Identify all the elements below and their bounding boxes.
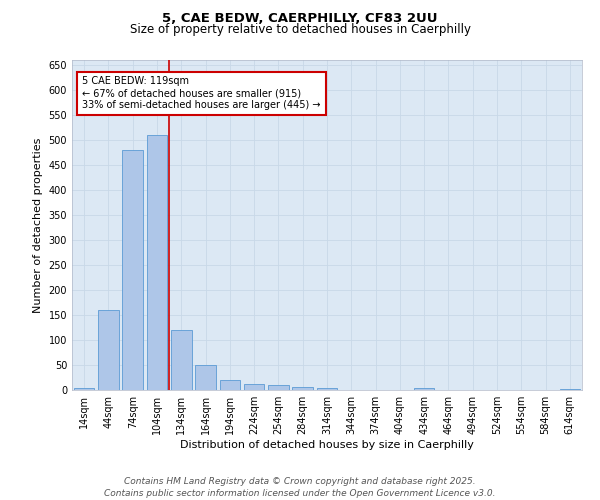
Bar: [560, 388, 580, 390]
X-axis label: Distribution of detached houses by size in Caerphilly: Distribution of detached houses by size …: [180, 440, 474, 450]
Text: 5, CAE BEDW, CAERPHILLY, CF83 2UU: 5, CAE BEDW, CAERPHILLY, CF83 2UU: [162, 12, 438, 26]
Text: 5 CAE BEDW: 119sqm
← 67% of detached houses are smaller (915)
33% of semi-detach: 5 CAE BEDW: 119sqm ← 67% of detached hou…: [82, 76, 320, 110]
Bar: [317, 388, 337, 390]
Bar: [146, 135, 167, 390]
Bar: [195, 365, 216, 390]
Bar: [268, 385, 289, 390]
Bar: [292, 386, 313, 390]
Text: Size of property relative to detached houses in Caerphilly: Size of property relative to detached ho…: [130, 22, 470, 36]
Bar: [122, 150, 143, 390]
Bar: [414, 388, 434, 390]
Y-axis label: Number of detached properties: Number of detached properties: [33, 138, 43, 312]
Bar: [74, 388, 94, 390]
Bar: [244, 384, 265, 390]
Bar: [220, 380, 240, 390]
Bar: [98, 310, 119, 390]
Text: Contains HM Land Registry data © Crown copyright and database right 2025.
Contai: Contains HM Land Registry data © Crown c…: [104, 476, 496, 498]
Bar: [171, 330, 191, 390]
